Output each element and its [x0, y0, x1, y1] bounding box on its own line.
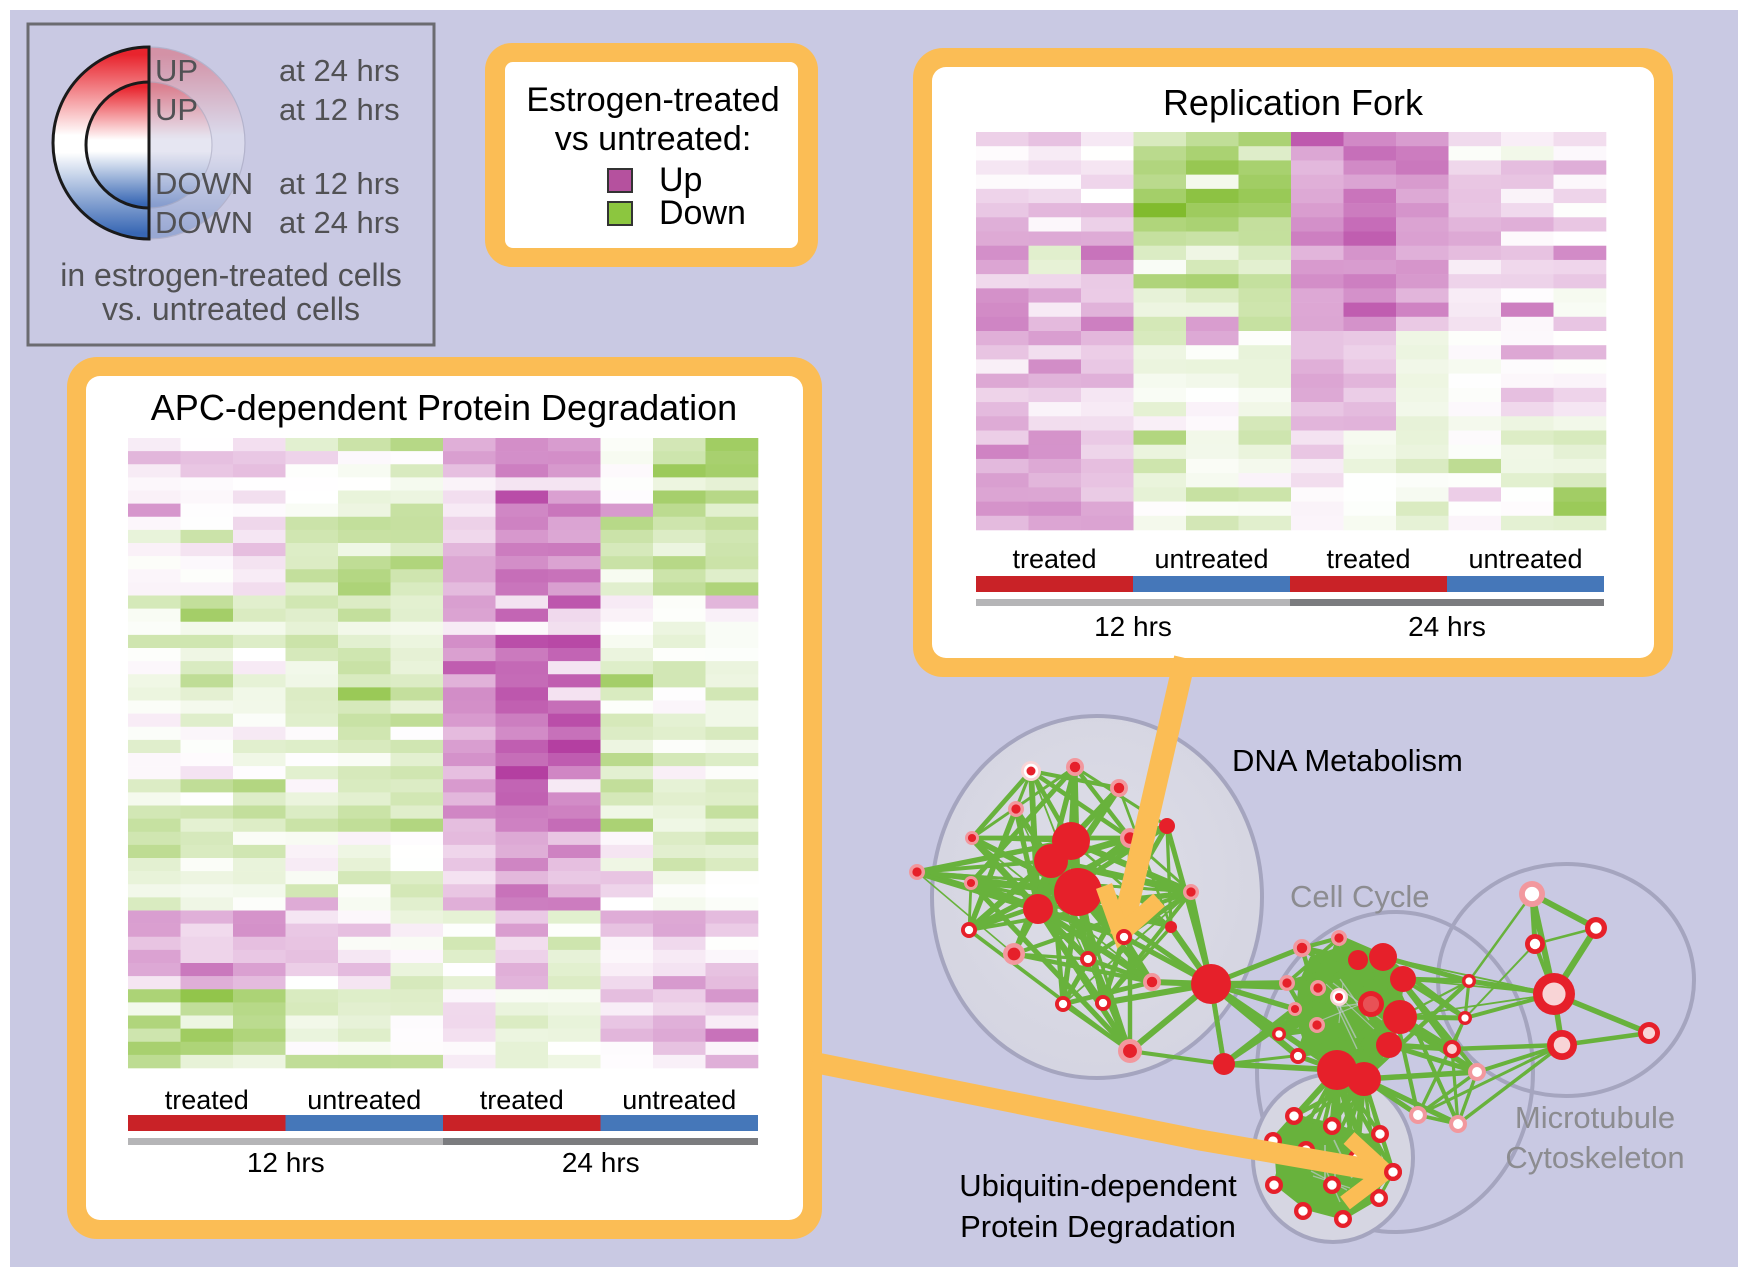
- svg-text:at 24 hrs: at 24 hrs: [279, 53, 400, 88]
- svg-text:Replication Fork: Replication Fork: [1163, 82, 1424, 123]
- svg-text:Cell Cycle: Cell Cycle: [1290, 879, 1430, 914]
- svg-text:untreated: untreated: [307, 1085, 421, 1115]
- svg-text:treated: treated: [480, 1085, 564, 1115]
- svg-text:Microtubule: Microtubule: [1515, 1100, 1675, 1135]
- svg-text:Protein Degradation: Protein Degradation: [960, 1209, 1236, 1244]
- svg-text:vs untreated:: vs untreated:: [555, 120, 752, 158]
- svg-text:untreated: untreated: [1154, 544, 1268, 574]
- svg-text:DOWN: DOWN: [155, 166, 253, 201]
- svg-text:UP: UP: [155, 92, 198, 127]
- svg-text:DNA Metabolism: DNA Metabolism: [1232, 743, 1463, 778]
- svg-text:Down: Down: [659, 194, 746, 232]
- svg-text:vs. untreated cells: vs. untreated cells: [102, 291, 360, 327]
- svg-text:treated: treated: [1012, 544, 1096, 574]
- svg-text:untreated: untreated: [1468, 544, 1582, 574]
- svg-text:Estrogen-treated: Estrogen-treated: [526, 81, 779, 119]
- svg-text:at 24 hrs: at 24 hrs: [279, 205, 400, 240]
- svg-text:12 hrs: 12 hrs: [1094, 611, 1172, 642]
- svg-text:Cytoskeleton: Cytoskeleton: [1505, 1140, 1684, 1175]
- svg-text:APC-dependent Protein Degradat: APC-dependent Protein Degradation: [151, 387, 737, 428]
- svg-text:DOWN: DOWN: [155, 205, 253, 240]
- svg-text:UP: UP: [155, 53, 198, 88]
- svg-text:Up: Up: [659, 161, 702, 199]
- svg-text:at 12 hrs: at 12 hrs: [279, 166, 400, 201]
- svg-text:treated: treated: [165, 1085, 249, 1115]
- svg-text:24 hrs: 24 hrs: [1408, 611, 1486, 642]
- svg-text:12 hrs: 12 hrs: [247, 1147, 325, 1178]
- svg-text:24 hrs: 24 hrs: [562, 1147, 640, 1178]
- svg-text:treated: treated: [1326, 544, 1410, 574]
- svg-text:untreated: untreated: [622, 1085, 736, 1115]
- svg-text:at 12 hrs: at 12 hrs: [279, 92, 400, 127]
- svg-text:in estrogen-treated cells: in estrogen-treated cells: [60, 257, 402, 293]
- svg-text:Ubiquitin-dependent: Ubiquitin-dependent: [959, 1168, 1237, 1203]
